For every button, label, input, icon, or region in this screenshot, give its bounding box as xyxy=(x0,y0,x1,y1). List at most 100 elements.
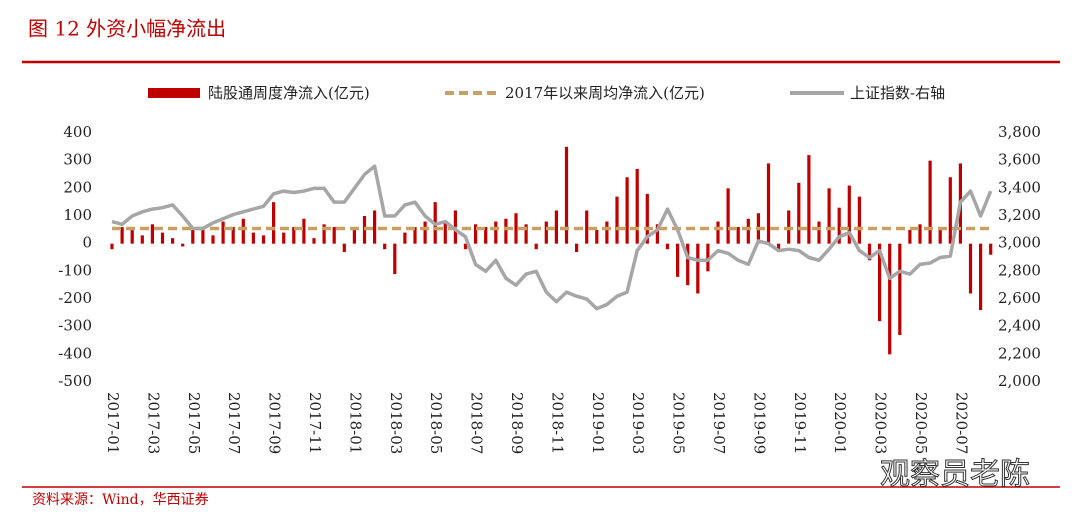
bar xyxy=(655,224,659,244)
bar xyxy=(554,210,558,244)
bar xyxy=(878,243,882,322)
bar xyxy=(312,238,316,244)
bar xyxy=(564,146,569,244)
x-tick-label: 2020-07 xyxy=(952,392,970,454)
bar xyxy=(948,177,952,244)
x-tick-label: 2019-11 xyxy=(791,392,809,454)
bar xyxy=(211,235,215,244)
y-tick-label: 400 xyxy=(63,123,92,141)
bar xyxy=(463,243,468,250)
bar xyxy=(383,243,387,250)
y2-tick-label: 2,600 xyxy=(998,289,1041,307)
bar xyxy=(595,229,599,244)
x-tick-label: 2019-05 xyxy=(670,392,688,454)
bar xyxy=(140,235,144,244)
bar xyxy=(484,227,488,244)
y-tick-label: -300 xyxy=(58,317,92,335)
x-tick-label: 2017-01 xyxy=(104,392,122,454)
y2-tick-label: 2,000 xyxy=(998,372,1041,390)
bar xyxy=(272,202,276,244)
bar xyxy=(837,207,841,244)
bar xyxy=(827,188,831,244)
bar xyxy=(867,243,872,261)
x-tick-label: 2020-05 xyxy=(912,392,930,454)
y2-tick-label: 2,800 xyxy=(998,261,1041,279)
legend-swatch xyxy=(148,88,200,98)
legend-label: 2017年以来周均净流入(亿元) xyxy=(505,84,705,102)
bar xyxy=(514,213,518,244)
x-tick-label: 2017-11 xyxy=(306,392,324,454)
bar xyxy=(322,224,326,244)
bar xyxy=(120,227,124,244)
x-tick-label: 2018-01 xyxy=(346,392,364,454)
bar xyxy=(534,243,538,250)
bar xyxy=(504,218,508,244)
bar xyxy=(221,221,225,244)
bar xyxy=(605,221,609,244)
x-tick-label: 2017-03 xyxy=(144,392,162,454)
watermark: 观察员老陈 xyxy=(880,457,1030,492)
bar xyxy=(938,229,942,244)
legend-label: 上证指数-右轴 xyxy=(850,84,945,102)
bar xyxy=(857,196,861,244)
bar xyxy=(332,227,336,244)
bar xyxy=(968,243,973,294)
chart-title: 图 12 外资小幅净流出 xyxy=(28,17,226,41)
bar xyxy=(766,163,771,244)
bar xyxy=(676,243,680,277)
bar xyxy=(817,221,821,244)
bar xyxy=(352,227,356,244)
bar xyxy=(201,227,205,244)
y-tick-label: 300 xyxy=(63,151,92,169)
bar xyxy=(544,221,548,244)
x-tick-label: 2019-01 xyxy=(589,392,607,454)
x-tick-label: 2020-01 xyxy=(831,392,849,454)
bar xyxy=(302,218,306,244)
y-tick-label: -400 xyxy=(58,344,92,362)
x-tick-label: 2017-05 xyxy=(185,392,203,454)
bar xyxy=(191,229,195,244)
x-tick-label: 2017-09 xyxy=(266,392,284,454)
y-tick-label: -200 xyxy=(58,289,92,307)
bar xyxy=(494,221,498,244)
bar xyxy=(979,243,983,311)
bar xyxy=(575,243,579,252)
bar xyxy=(918,224,922,244)
bar xyxy=(807,155,811,244)
bar xyxy=(524,224,528,244)
y-tick-label: 0 xyxy=(82,234,92,252)
bar xyxy=(898,243,902,335)
x-tick-label: 2017-07 xyxy=(225,392,243,454)
bar xyxy=(251,232,255,244)
source: 资料来源：Wind，华西证券 xyxy=(32,492,209,508)
y2-tick-label: 3,600 xyxy=(998,151,1041,169)
legend-label: 陆股通周度净流入(亿元) xyxy=(208,84,370,102)
bar xyxy=(847,185,851,244)
bar xyxy=(746,218,750,244)
bar xyxy=(888,243,892,355)
y2-tick-label: 3,400 xyxy=(998,178,1041,196)
x-tick-label: 2020-03 xyxy=(872,392,890,454)
bar xyxy=(726,188,730,244)
bar xyxy=(150,224,154,244)
bar xyxy=(261,235,266,244)
bar xyxy=(282,232,286,244)
x-tick-label: 2019-07 xyxy=(710,392,728,454)
bar xyxy=(292,227,296,244)
bar xyxy=(231,227,235,244)
bar xyxy=(635,168,639,244)
bar xyxy=(413,227,417,244)
bar xyxy=(373,210,377,244)
y-tick-label: -500 xyxy=(58,372,92,390)
y2-tick-label: 3,800 xyxy=(998,123,1041,141)
bar xyxy=(686,243,690,286)
y-tick-label: 100 xyxy=(63,206,92,224)
bar xyxy=(130,229,134,244)
bar xyxy=(989,243,993,255)
bar xyxy=(706,243,710,272)
x-tick-label: 2018-05 xyxy=(427,392,445,454)
bar xyxy=(585,210,589,244)
y2-tick-label: 2,400 xyxy=(998,317,1041,335)
bar xyxy=(443,221,447,244)
